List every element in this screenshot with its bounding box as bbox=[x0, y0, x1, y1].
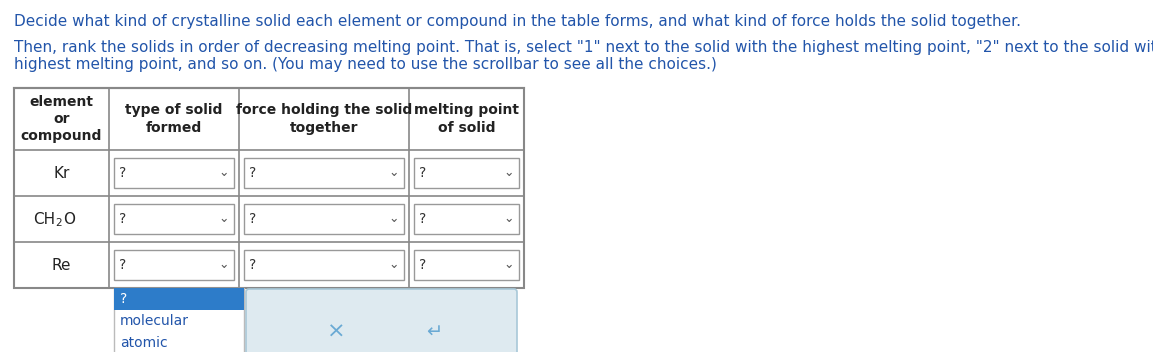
Text: ⌄: ⌄ bbox=[389, 166, 399, 180]
Text: ?: ? bbox=[249, 258, 256, 272]
Text: highest melting point, and so on. (You may need to use the scrollbar to see all : highest melting point, and so on. (You m… bbox=[14, 57, 717, 72]
Text: ↵: ↵ bbox=[427, 322, 443, 341]
Text: ?: ? bbox=[120, 292, 127, 306]
Text: ?: ? bbox=[249, 212, 256, 226]
Text: melting point
of solid: melting point of solid bbox=[414, 103, 519, 135]
Text: ⌄: ⌄ bbox=[389, 213, 399, 226]
Text: ×: × bbox=[327, 322, 346, 342]
Text: molecular: molecular bbox=[120, 314, 189, 328]
Text: ?: ? bbox=[419, 166, 427, 180]
Text: ⌄: ⌄ bbox=[219, 166, 229, 180]
Text: ?: ? bbox=[119, 212, 126, 226]
Text: Then, rank the solids in order of decreasing melting point. That is, select "1" : Then, rank the solids in order of decrea… bbox=[14, 40, 1153, 55]
Text: ?: ? bbox=[249, 166, 256, 180]
FancyBboxPatch shape bbox=[246, 289, 517, 352]
Text: ?: ? bbox=[419, 212, 427, 226]
Bar bbox=[114, 158, 234, 188]
Bar bbox=[244, 250, 404, 280]
Bar bbox=[244, 158, 404, 188]
Text: ⌄: ⌄ bbox=[219, 213, 229, 226]
Bar bbox=[114, 288, 244, 310]
Bar bbox=[114, 250, 234, 280]
Bar bbox=[414, 250, 519, 280]
Text: Kr: Kr bbox=[53, 165, 69, 181]
Text: element
or
compound: element or compound bbox=[21, 95, 103, 143]
Bar bbox=[14, 88, 523, 288]
Text: ?: ? bbox=[119, 258, 126, 272]
Text: type of solid
formed: type of solid formed bbox=[126, 103, 223, 135]
Bar bbox=[414, 158, 519, 188]
Text: ⌄: ⌄ bbox=[504, 166, 514, 180]
Bar bbox=[114, 204, 234, 234]
Text: ⌄: ⌄ bbox=[219, 258, 229, 271]
Text: ⌄: ⌄ bbox=[389, 258, 399, 271]
Text: ?: ? bbox=[419, 258, 427, 272]
Text: CH: CH bbox=[33, 212, 55, 226]
Text: O: O bbox=[63, 212, 75, 226]
Bar bbox=[414, 204, 519, 234]
Text: Re: Re bbox=[52, 258, 71, 272]
Text: atomic: atomic bbox=[120, 336, 167, 350]
Bar bbox=[244, 204, 404, 234]
Text: Decide what kind of crystalline solid each element or compound in the table form: Decide what kind of crystalline solid ea… bbox=[14, 14, 1022, 29]
Text: 2: 2 bbox=[55, 218, 62, 228]
Bar bbox=[114, 288, 244, 352]
Text: ⌄: ⌄ bbox=[504, 213, 514, 226]
Text: ?: ? bbox=[119, 166, 126, 180]
Text: force holding the solid
together: force holding the solid together bbox=[236, 103, 412, 135]
Text: ⌄: ⌄ bbox=[504, 258, 514, 271]
